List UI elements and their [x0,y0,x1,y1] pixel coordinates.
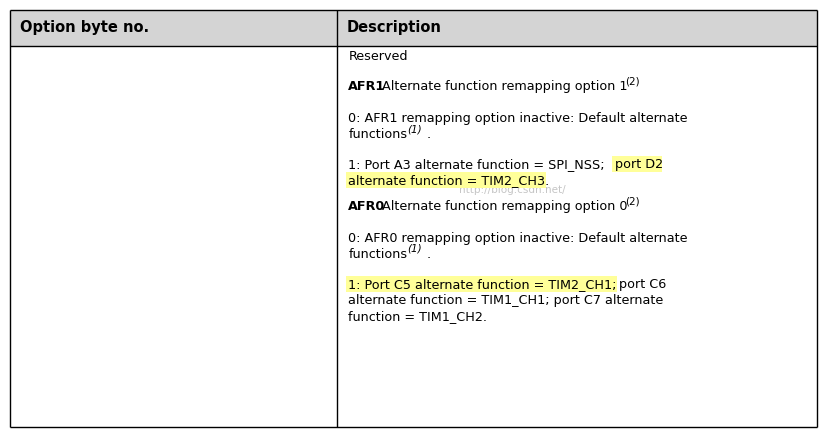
Text: AFR0: AFR0 [348,200,385,213]
Text: Description: Description [347,20,442,35]
Text: (1): (1) [407,124,422,134]
Text: port D2: port D2 [615,158,663,171]
Text: (2): (2) [625,196,640,206]
Text: functions: functions [348,248,408,261]
Bar [10,46,817,427]
Text: alternate function = TIM1_CH1; port C7 alternate: alternate function = TIM1_CH1; port C7 a… [348,294,663,307]
Bar [346,172,546,188]
Bar [10,10,337,46]
Text: functions: functions [348,128,408,141]
Text: Reserved: Reserved [348,50,408,63]
Text: function = TIM1_CH2.: function = TIM1_CH2. [348,310,487,323]
Bar [613,156,662,172]
Text: .: . [427,248,431,261]
Text: (1): (1) [407,244,422,254]
Text: 0: AFR0 remapping option inactive: Default alternate: 0: AFR0 remapping option inactive: Defau… [348,232,688,245]
Bar [337,10,817,46]
Text: 1: Port A3 alternate function = SPI_NSS;: 1: Port A3 alternate function = SPI_NSS; [348,158,609,171]
Text: .: . [427,128,431,141]
Text: alternate function = TIM2_CH3.: alternate function = TIM2_CH3. [348,174,550,187]
Text: port C6: port C6 [615,278,667,291]
Text: (2): (2) [625,76,640,86]
Text: Alternate function remapping option 1: Alternate function remapping option 1 [378,80,628,93]
Bar [346,276,617,292]
Text: AFR1: AFR1 [348,80,385,93]
Text: http://blog.csdn.net/: http://blog.csdn.net/ [460,185,566,195]
Text: 0: AFR1 remapping option inactive: Default alternate: 0: AFR1 remapping option inactive: Defau… [348,112,688,125]
Text: Alternate function remapping option 0: Alternate function remapping option 0 [378,200,628,213]
Text: 1: Port C5 alternate function = TIM2_CH1;: 1: Port C5 alternate function = TIM2_CH1… [348,278,617,291]
Text: Option byte no.: Option byte no. [20,20,149,35]
